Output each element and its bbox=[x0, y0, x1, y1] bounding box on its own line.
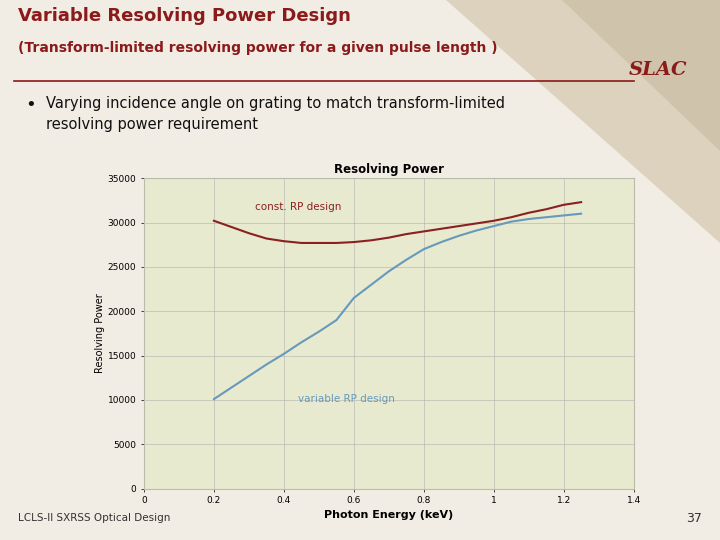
Y-axis label: Resolving Power: Resolving Power bbox=[95, 294, 105, 373]
Text: 37: 37 bbox=[686, 512, 702, 525]
X-axis label: Photon Energy (keV): Photon Energy (keV) bbox=[324, 510, 454, 519]
Text: variable RP design: variable RP design bbox=[298, 394, 395, 404]
Polygon shape bbox=[446, 0, 720, 243]
Title: Resolving Power: Resolving Power bbox=[334, 163, 444, 176]
Text: •: • bbox=[24, 96, 35, 113]
Text: Varying incidence angle on grating to match transform-limited
resolving power re: Varying incidence angle on grating to ma… bbox=[45, 96, 505, 132]
Text: SLAC: SLAC bbox=[629, 62, 688, 79]
Text: (Transform-limited resolving power for a given pulse length ): (Transform-limited resolving power for a… bbox=[18, 42, 498, 56]
Text: LCLS-II SXRSS Optical Design: LCLS-II SXRSS Optical Design bbox=[18, 514, 171, 523]
Polygon shape bbox=[562, 0, 720, 151]
Text: const. RP design: const. RP design bbox=[255, 202, 341, 212]
Text: Variable Resolving Power Design: Variable Resolving Power Design bbox=[18, 7, 351, 25]
